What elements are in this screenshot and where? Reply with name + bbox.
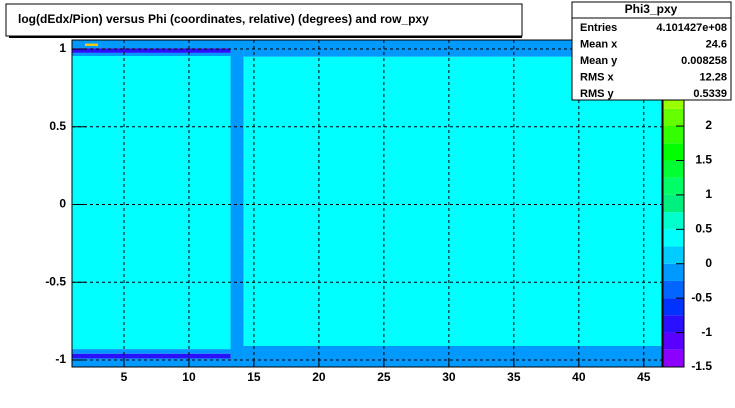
cell — [72, 358, 231, 367]
z-tick-label: -0.5 — [691, 290, 712, 304]
palette-band — [663, 315, 684, 333]
palette-band — [663, 229, 684, 247]
y-tick-label: 1 — [59, 41, 66, 55]
x-tick-label: 15 — [247, 370, 261, 384]
x-tick-label: 5 — [121, 370, 128, 384]
stats-label: RMS y — [580, 88, 615, 100]
stats-label: Mean x — [580, 38, 618, 50]
z-tick-label: 0.5 — [695, 221, 712, 235]
z-tick-label: -1.5 — [691, 359, 712, 373]
cell — [72, 349, 231, 354]
z-tick-label: 0 — [705, 256, 712, 270]
cell — [72, 353, 231, 359]
cell — [84, 43, 98, 46]
cell — [230, 40, 244, 367]
palette-band — [663, 280, 684, 299]
palette-band — [663, 246, 684, 264]
stats-label: RMS x — [580, 71, 615, 83]
stats-value: 4.101427e+08 — [656, 22, 727, 34]
cell — [72, 40, 231, 49]
cell — [72, 56, 231, 350]
x-tick-label: 25 — [377, 370, 391, 384]
stats-value: 0.008258 — [681, 55, 727, 67]
cell — [243, 346, 662, 367]
palette-band — [663, 177, 684, 195]
z-tick-label: -1 — [701, 325, 712, 339]
x-tick-label: 10 — [182, 370, 196, 384]
chart-title: log(dEdx/Pion) versus Phi (coordinates, … — [18, 12, 429, 26]
palette-band — [663, 349, 684, 367]
plot-area: 5 10 15 20 25 30 35 40 45 1 0.5 0 -0.5 -1 2 1.5 1 0.5 0 -0.… — [45, 39, 712, 384]
z-tick-label: 1 — [705, 187, 712, 201]
cell — [72, 52, 231, 57]
frame — [71, 39, 663, 368]
y-tick-label: -1 — [55, 352, 66, 366]
y-tick-label: 0.5 — [49, 119, 66, 133]
cell — [243, 56, 662, 347]
x-tick-label: 45 — [637, 370, 651, 384]
stats-frame — [571, 1, 732, 101]
stats-value: 12.28 — [699, 71, 727, 83]
y-tick-label: 0 — [59, 197, 66, 211]
palette-band — [663, 143, 684, 161]
palette-band — [663, 212, 684, 230]
stats-label: Mean y — [580, 55, 618, 67]
x-tick-label: 30 — [442, 370, 456, 384]
cell — [243, 40, 662, 57]
palette-band — [663, 160, 684, 178]
title-box — [5, 3, 523, 37]
stats-label: Entries — [580, 22, 617, 34]
palette-band — [663, 194, 684, 213]
palette-band — [663, 332, 684, 350]
x-tick-label: 20 — [312, 370, 326, 384]
cell — [72, 48, 231, 53]
x-tick-label: 35 — [507, 370, 521, 384]
z-tick-label: 2 — [705, 118, 712, 132]
title-shadow — [9, 36, 522, 38]
palette-band — [663, 108, 684, 127]
stats-value: 0.5339 — [693, 88, 727, 100]
z-tick-label: 1.5 — [695, 153, 712, 167]
stats-box: Phi3_pxy Entries 4.101427e+08 Mean x 24.6 Me… — [571, 1, 732, 101]
stats-value: 24.6 — [706, 38, 727, 50]
palette-band — [663, 126, 684, 144]
palette-band — [663, 298, 684, 316]
stats-title: Phi3_pxy — [625, 2, 678, 16]
x-tick-label: 40 — [572, 370, 586, 384]
palette-band — [663, 263, 684, 281]
y-tick-label: -0.5 — [45, 274, 66, 288]
